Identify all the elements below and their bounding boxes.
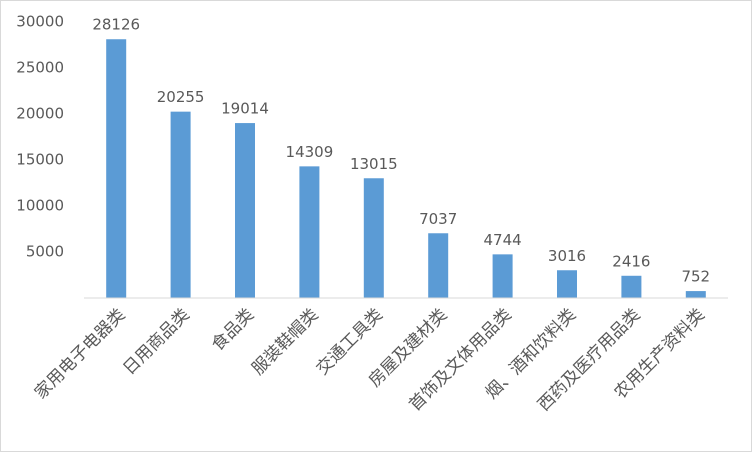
value-label: 20255 (157, 88, 205, 106)
value-label: 28126 (92, 16, 140, 34)
value-label: 2416 (612, 252, 650, 270)
value-label: 4744 (484, 231, 522, 249)
bar (235, 123, 255, 298)
y-tick-label: 10000 (16, 197, 64, 215)
bar (363, 178, 384, 298)
bar (299, 166, 320, 298)
value-label: 7037 (419, 210, 457, 228)
y-tick-label: 15000 (16, 151, 64, 169)
bar (557, 270, 577, 298)
bar (106, 39, 127, 299)
y-tick-label: 5000 (26, 243, 64, 261)
value-label: 14309 (286, 143, 334, 161)
bar (492, 254, 513, 298)
value-label: 13015 (350, 155, 398, 173)
value-label: 19014 (221, 100, 269, 118)
bar (428, 233, 449, 298)
y-tick-label: 25000 (16, 59, 64, 77)
bar (621, 275, 642, 298)
y-tick-label: 20000 (16, 105, 64, 123)
bar (170, 111, 191, 299)
value-label: 752 (681, 268, 710, 286)
value-label: 3016 (548, 247, 586, 265)
y-tick-label: 30000 (16, 13, 64, 31)
bar (685, 291, 706, 298)
